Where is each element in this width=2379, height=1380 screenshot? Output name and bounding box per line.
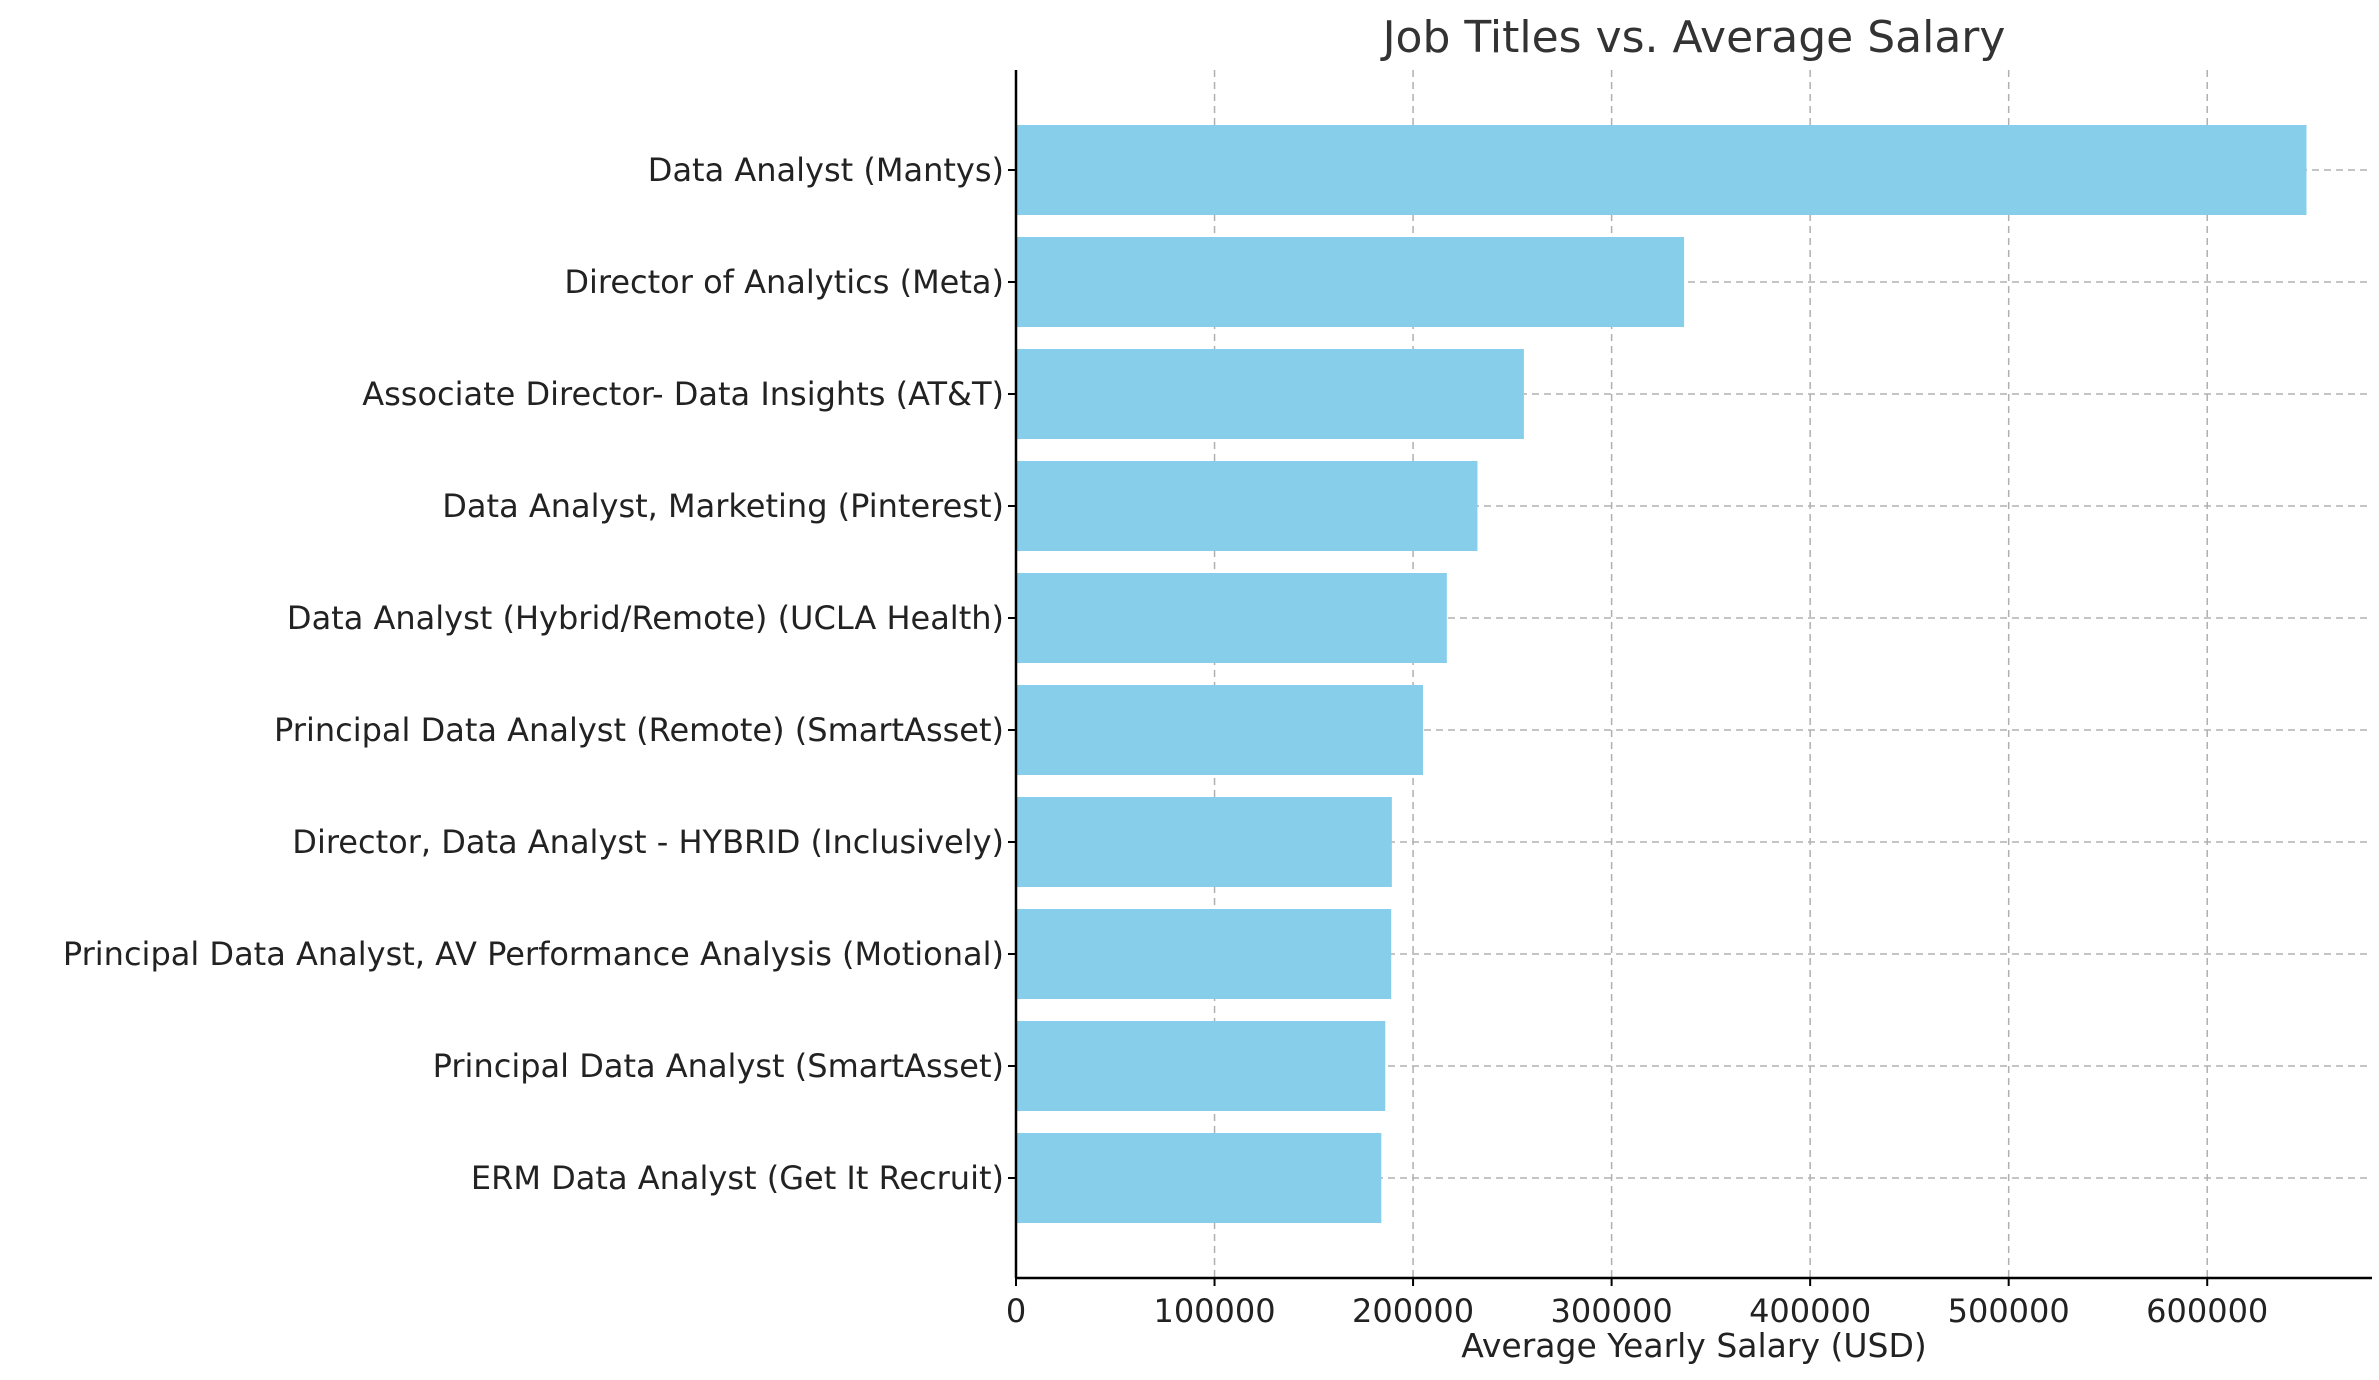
x-tick-label: 400000: [1749, 1292, 1871, 1330]
y-tick-label: Principal Data Analyst, AV Performance A…: [63, 935, 1004, 973]
y-tick-label: Principal Data Analyst (Remote) (SmartAs…: [274, 711, 1004, 749]
bar: [1016, 573, 1447, 663]
x-tick-label: 200000: [1352, 1292, 1474, 1330]
bar: [1016, 1133, 1382, 1223]
bar: [1016, 349, 1524, 439]
x-axis-label: Average Yearly Salary (USD): [1461, 1326, 1926, 1365]
bar: [1016, 909, 1392, 999]
bar: [1016, 461, 1478, 551]
x-tick-labels: 0 100000 200000 300000 400000 500000 600000: [1006, 1278, 2268, 1330]
bar: [1016, 237, 1685, 327]
x-tick-label: 300000: [1551, 1292, 1673, 1330]
bar: [1016, 125, 2307, 215]
chart-title: Job Titles vs. Average Salary: [1380, 12, 2006, 63]
x-tick-label: 500000: [1948, 1292, 2070, 1330]
x-tick-label: 100000: [1153, 1292, 1275, 1330]
bar-layer: [1016, 125, 2307, 1223]
y-tick-label: Director, Data Analyst - HYBRID (Inclusi…: [292, 823, 1004, 861]
y-tick-label: ERM Data Analyst (Get It Recruit): [471, 1159, 1004, 1197]
y-tick-label: Associate Director- Data Insights (AT&T): [362, 375, 1004, 413]
y-tick-label: Principal Data Analyst (SmartAsset): [433, 1047, 1004, 1085]
bar: [1016, 797, 1392, 887]
y-tick-label: Data Analyst (Hybrid/Remote) (UCLA Healt…: [287, 599, 1004, 637]
x-tick-label: 0: [1006, 1292, 1026, 1330]
y-tick-label: Director of Analytics (Meta): [564, 263, 1004, 301]
bar: [1016, 685, 1423, 775]
y-tick-label: Data Analyst, Marketing (Pinterest): [442, 487, 1004, 525]
bar: [1016, 1021, 1386, 1111]
y-tick-labels: Data Analyst (Mantys) Director of Analyti…: [63, 151, 1016, 1197]
y-tick-label: Data Analyst (Mantys): [648, 151, 1004, 189]
grid-layer: [1015, 70, 2372, 1278]
x-tick-label: 600000: [2146, 1292, 2268, 1330]
axis-layer: [1014, 70, 2372, 1280]
